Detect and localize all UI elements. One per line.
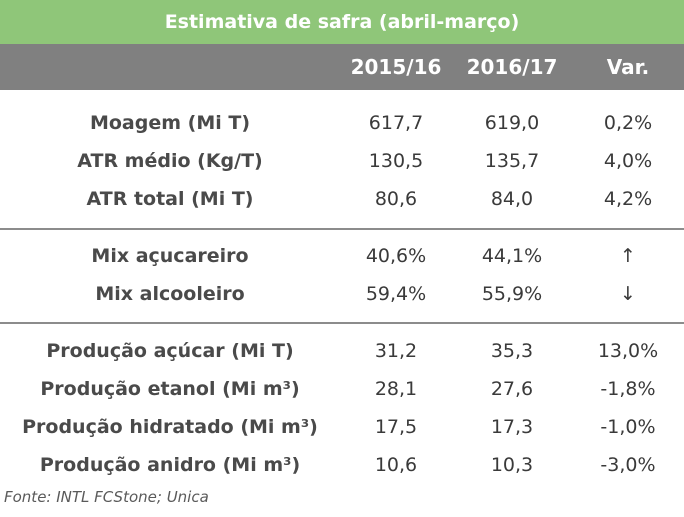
table-title: Estimativa de safra (abril-março) [0, 0, 684, 44]
table-row-atr-total: ATR total (Mi T) 80,6 84,0 4,2% [0, 180, 684, 218]
value-2015-16: 31,2 [374, 340, 418, 362]
row-label: Mix alcooleiro [95, 283, 245, 305]
value-variation: 0,2% [603, 112, 653, 134]
value-2016-17: 135,7 [484, 150, 540, 172]
value-2015-16: 617,7 [368, 112, 424, 134]
arrow-down-icon: ↓ [620, 283, 636, 305]
table-row-producao-hidratado: Produção hidratado (Mi m³) 17,5 17,3 -1,… [0, 408, 684, 446]
arrow-up-icon: ↑ [620, 245, 636, 267]
value-variation: -3,0% [600, 454, 656, 476]
row-label: Moagem (Mi T) [89, 112, 251, 134]
row-label: Produção açúcar (Mi T) [46, 340, 294, 362]
table-row-mix-alcooleiro: Mix alcooleiro 59,4% 55,9% ↓ [0, 275, 684, 313]
table-row-moagem: Moagem (Mi T) 617,7 619,0 0,2% [0, 104, 684, 142]
header-label [0, 44, 340, 90]
value-2015-16: 59,4% [365, 283, 427, 305]
table-row-producao-acucar: Produção açúcar (Mi T) 31,2 35,3 13,0% [0, 332, 684, 370]
value-2016-17: 27,6 [490, 378, 534, 400]
row-label: Mix açucareiro [91, 245, 249, 267]
value-variation: -1,8% [600, 378, 656, 400]
value-variation: 4,0% [603, 150, 653, 172]
value-2015-16: 28,1 [374, 378, 418, 400]
value-2015-16: 10,6 [374, 454, 418, 476]
table-header: 2015/16 2016/17 Var. [0, 44, 684, 90]
row-label: Produção hidratado (Mi m³) [22, 416, 318, 438]
value-variation: -1,0% [600, 416, 656, 438]
value-2016-17: 10,3 [490, 454, 534, 476]
row-label: ATR total (Mi T) [86, 188, 254, 210]
value-2015-16: 80,6 [374, 188, 418, 210]
value-variation: 13,0% [597, 340, 659, 362]
header-2016-17: 2016/17 [466, 55, 558, 79]
value-2015-16: 17,5 [374, 416, 418, 438]
value-2016-17: 84,0 [490, 188, 534, 210]
row-label: ATR médio (Kg/T) [77, 150, 263, 172]
table-row-mix-acucareiro: Mix açucareiro 40,6% 44,1% ↑ [0, 237, 684, 275]
value-2015-16: 130,5 [368, 150, 424, 172]
source-note: Fonte: INTL FCStone; Unica [4, 488, 209, 506]
row-label: Produção etanol (Mi m³) [40, 378, 300, 400]
value-2016-17: 44,1% [481, 245, 543, 267]
value-2016-17: 35,3 [490, 340, 534, 362]
value-2016-17: 55,9% [481, 283, 543, 305]
table-row-producao-anidro: Produção anidro (Mi m³) 10,6 10,3 -3,0% [0, 446, 684, 484]
group-divider [0, 322, 684, 324]
header-2015-16: 2015/16 [350, 55, 442, 79]
row-label: Produção anidro (Mi m³) [39, 454, 301, 476]
header-variation: Var. [606, 55, 650, 79]
value-2016-17: 619,0 [484, 112, 540, 134]
value-variation: 4,2% [603, 188, 653, 210]
table-row-atr-medio: ATR médio (Kg/T) 130,5 135,7 4,0% [0, 142, 684, 180]
value-2015-16: 40,6% [365, 245, 427, 267]
value-2016-17: 17,3 [490, 416, 534, 438]
group-divider [0, 228, 684, 230]
table-row-producao-etanol: Produção etanol (Mi m³) 28,1 27,6 -1,8% [0, 370, 684, 408]
